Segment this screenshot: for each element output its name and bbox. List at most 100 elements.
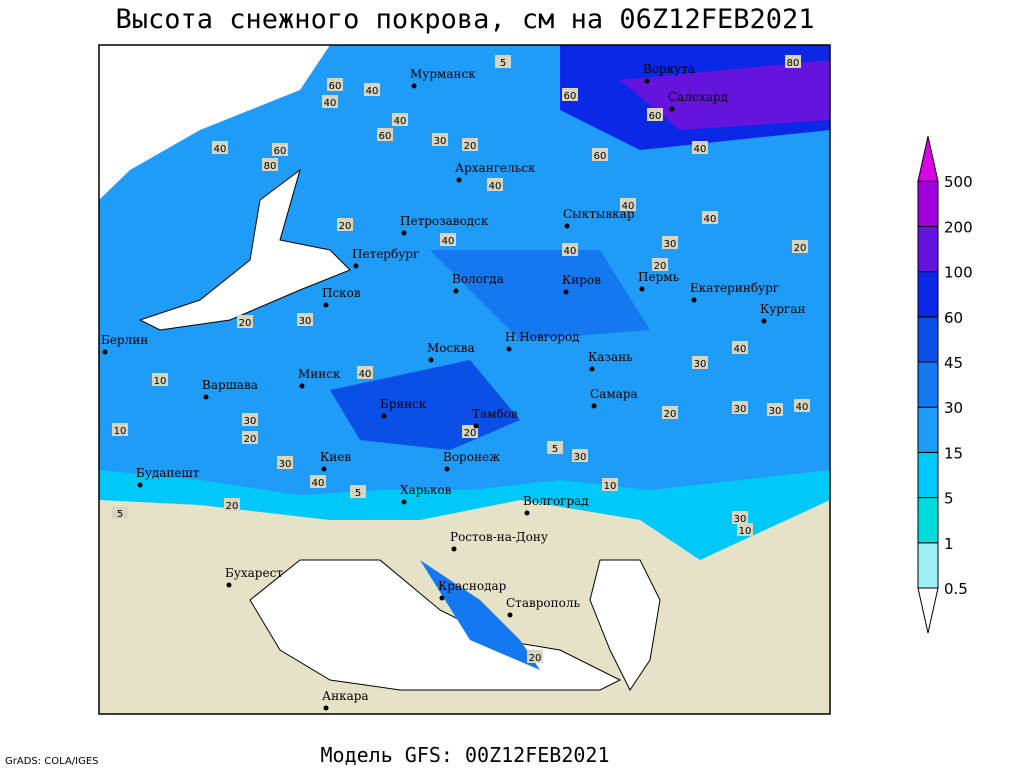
legend-swatch	[917, 316, 939, 363]
credit: GrADS: COLA/IGES	[5, 756, 99, 767]
contour-label-box	[350, 485, 366, 498]
caspian-sea	[589, 559, 661, 691]
contour-label: 40	[694, 144, 707, 155]
contour-label-box	[620, 198, 636, 211]
contour-label: 10	[604, 481, 617, 492]
city-dot	[381, 413, 387, 419]
contour-label-box	[767, 403, 783, 416]
caucasus-snow	[420, 560, 540, 670]
legend-swatch	[917, 497, 939, 544]
contour-label-box	[547, 441, 563, 454]
contour-label: 40	[564, 246, 577, 257]
city-label: Волгоград	[523, 494, 589, 508]
city-dot	[691, 297, 697, 303]
snow-area	[620, 60, 830, 130]
city-dot	[524, 510, 530, 516]
contour-label: 20	[244, 434, 257, 445]
city-dot	[137, 482, 143, 488]
cities: Мурманск Воркута Салехард Архангельск Петроз…	[101, 62, 805, 711]
contour-label: 10	[154, 376, 167, 387]
contour-label-box	[702, 211, 718, 224]
city-label: Самара	[590, 387, 638, 401]
legend-swatch	[917, 451, 939, 499]
contour-label: 60	[329, 81, 342, 92]
contour-label-box	[262, 158, 278, 171]
contour-label-box	[297, 313, 313, 326]
contour-label: 40	[359, 369, 372, 380]
contour-label: 40	[394, 116, 407, 127]
contour-label: 30	[279, 459, 292, 470]
city-label: Екатеринбург	[690, 281, 779, 295]
contour-label-box	[572, 449, 588, 462]
legend-arrow-high	[917, 136, 939, 182]
contour-label: 80	[787, 58, 800, 69]
contour-label-box	[692, 141, 708, 154]
city-dot	[456, 177, 462, 183]
contour-label: 40	[622, 201, 635, 212]
city-dot	[401, 499, 407, 505]
contour-label: 60	[274, 146, 287, 157]
city-label: Пермь	[638, 270, 680, 284]
contour-label-box	[237, 315, 253, 328]
contour-label: 30	[664, 239, 677, 250]
contour-label-box	[562, 88, 578, 101]
legend-swatch	[917, 406, 939, 453]
contour-label: 40	[489, 181, 502, 192]
city-label: Псков	[322, 286, 361, 300]
city-label: Казань	[588, 350, 633, 364]
contour-label-box	[357, 366, 373, 379]
legend-label: 1	[944, 535, 954, 553]
contour-label: 40	[366, 86, 379, 97]
city-dot	[639, 286, 645, 292]
city-label: Киров	[562, 273, 601, 287]
contour-label-box	[327, 78, 343, 91]
contour-label: 40	[734, 344, 747, 355]
city-label: Харьков	[400, 483, 452, 497]
contour-label-box	[495, 55, 511, 68]
legend-label: 100	[944, 264, 973, 282]
map	[98, 44, 831, 715]
city-label: Воронеж	[443, 450, 500, 464]
contour-label-box	[272, 143, 288, 156]
contour-label: 30	[434, 136, 447, 147]
city-label: Воркута	[643, 62, 695, 76]
city-label: Вологда	[452, 272, 504, 286]
city-dot	[589, 366, 595, 372]
city-label: Салехард	[668, 90, 728, 104]
city-label: Ставрополь	[506, 596, 580, 610]
contour-label-box	[152, 373, 168, 386]
city-label: Тамбов	[472, 407, 518, 421]
contour-label-box	[732, 511, 748, 524]
model-caption: Модель GFS: 00Z12FEB2021	[321, 743, 610, 767]
contour-label-box	[732, 401, 748, 414]
city-label: Ростов-на-Дону	[450, 530, 548, 544]
city-label: Сыктывкар	[563, 207, 635, 221]
city-dot	[411, 83, 417, 89]
contour-label-box	[212, 141, 228, 154]
contour-label: 20	[654, 261, 667, 272]
city-dot	[401, 230, 407, 236]
contour-label-box	[242, 431, 258, 444]
legend-label: 30	[944, 399, 963, 417]
contour-label: 20	[464, 428, 477, 439]
contour-label-box	[662, 236, 678, 249]
contour-label-box	[527, 650, 543, 663]
contour-label-box	[794, 399, 810, 412]
city-dot	[439, 595, 445, 601]
city-label: Петербург	[352, 247, 419, 261]
legend-label: 5	[944, 490, 954, 508]
contour-label: 20	[794, 243, 807, 254]
city-dot	[669, 106, 675, 112]
city-dot	[203, 394, 209, 400]
snow-area	[430, 250, 650, 340]
contour-label: 5	[500, 58, 506, 69]
contour-label: 30	[299, 316, 312, 327]
city-label: Будапешт	[136, 466, 200, 480]
city-dot	[444, 466, 450, 472]
contour-label-box	[112, 423, 128, 436]
contour-label: 5	[117, 509, 123, 520]
map-frame	[98, 44, 831, 715]
city-label: Петрозаводск	[400, 214, 489, 228]
contour-label-box	[732, 341, 748, 354]
city-dot	[506, 346, 512, 352]
